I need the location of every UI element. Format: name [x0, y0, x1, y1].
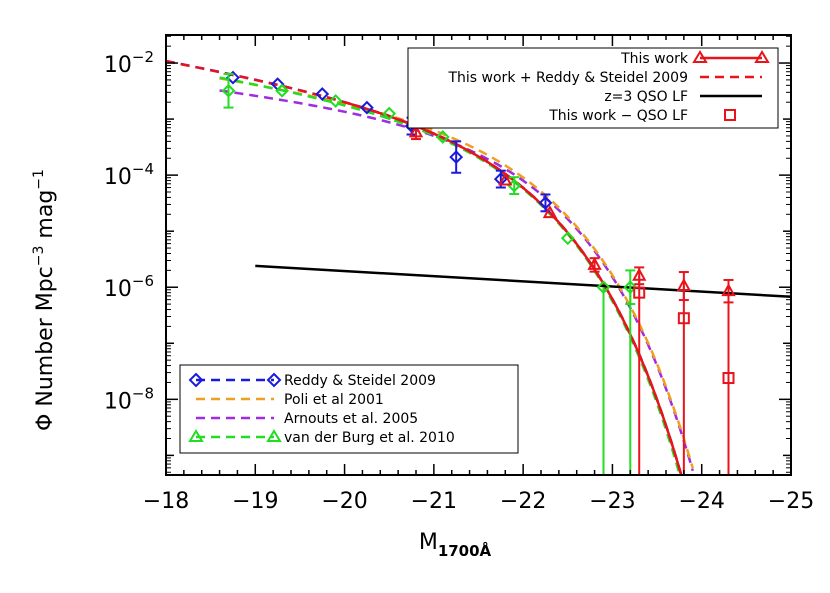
legend-triangle-marker	[754, 50, 770, 63]
axis-ticks	[165, 35, 792, 475]
minus-qso-point-marker	[633, 286, 646, 299]
legend-top-right-box	[407, 47, 779, 129]
reddy-point-marker	[359, 100, 374, 115]
legend-label-this-work-reddy: This work + Reddy & Steidel 2009	[447, 70, 688, 86]
this-work-curve	[344, 101, 683, 475]
legend-top-right: This work This work + Reddy & Steidel 20…	[407, 47, 779, 129]
legend-triangle-marker	[266, 429, 282, 442]
tick-labels: −18 −19 −20 −21 −22 −23 −24 −25 10−2 10−4 10−6 10−8	[104, 48, 814, 514]
vdb-point-marker	[596, 280, 611, 295]
y-tick-label: 10−4	[104, 160, 154, 190]
x-tick-label: −24	[678, 489, 724, 514]
qso-lf-line	[255, 264, 791, 299]
qso-line	[255, 264, 791, 299]
vdb-point-marker	[435, 130, 450, 144]
x-tick-label: −25	[768, 489, 814, 514]
legend-square-marker	[724, 109, 736, 121]
x-tick-label: −21	[411, 489, 457, 514]
this-work-point-marker	[632, 267, 647, 281]
legend-diamond-marker	[266, 372, 282, 388]
this-work-point-marker	[721, 283, 736, 297]
legend-bottom-left: Reddy & Steidel 2009 Poli et al 2001 Arn…	[179, 364, 519, 454]
x-tick-label: −18	[143, 489, 189, 514]
this-work-point-marker	[587, 256, 602, 270]
vdb-point-marker	[328, 94, 343, 108]
y-tick-label: 10−2	[104, 48, 154, 78]
y-tick-label: 10−6	[104, 272, 154, 302]
legend-diamond-marker	[188, 372, 204, 388]
x-tick-label: −23	[589, 489, 635, 514]
x-tick-label: −20	[321, 489, 367, 514]
y-tick-label: 10−8	[104, 384, 154, 414]
data-points	[221, 70, 736, 475]
vdb-point-marker	[623, 280, 638, 295]
vdb-point-marker	[221, 83, 236, 98]
vdb-point-marker	[382, 106, 397, 121]
y-axis-title-sup1: −3	[31, 246, 47, 267]
model-curves	[166, 59, 694, 475]
legend-triangle-marker	[692, 50, 708, 63]
legend-label-vdb: van der Burg et al. 2010	[284, 430, 455, 446]
x-axis-title-sub: 1700Å	[438, 541, 492, 560]
y-axis-title-main: Φ Number Mpc	[33, 266, 58, 431]
minus-qso-point-marker	[722, 372, 735, 385]
legend-bottom-left-box	[179, 364, 519, 454]
this-work-point-marker	[498, 172, 513, 186]
this-work-point-marker	[408, 124, 424, 138]
legend-label-arnouts: Arnouts et al. 2005	[284, 411, 418, 427]
legend-label-qso: z=3 QSO LF	[604, 89, 688, 105]
x-tick-label: −22	[500, 489, 546, 514]
legend-label-minus-qso: This work − QSO LF	[548, 108, 688, 124]
minus-qso-point-marker	[677, 312, 690, 325]
y-axis-title-mid: mag	[33, 190, 58, 246]
reddy-point-marker	[449, 150, 464, 164]
this-work-point-marker	[542, 205, 558, 219]
x-axis-title: M1700Å	[419, 530, 492, 560]
legend-label-this-work: This work	[620, 51, 689, 67]
legend-label-poli: Poli et al 2001	[284, 392, 384, 408]
legend-triangle-marker	[188, 429, 204, 442]
reddy-point-marker	[538, 195, 553, 210]
legend-label-reddy: Reddy & Steidel 2009	[284, 373, 436, 389]
x-axis-title-main: M	[419, 530, 438, 555]
reddy-point-marker	[315, 87, 330, 101]
plot-frame	[165, 34, 792, 476]
y-axis-title: Φ Number Mpc−3 mag−1	[31, 169, 58, 431]
this-work-point-marker	[676, 277, 692, 292]
vdb-point-marker	[560, 231, 575, 246]
y-axis-title-sup2: −1	[31, 169, 47, 190]
x-tick-label: −19	[232, 489, 278, 514]
vdb-point-marker	[275, 83, 289, 98]
